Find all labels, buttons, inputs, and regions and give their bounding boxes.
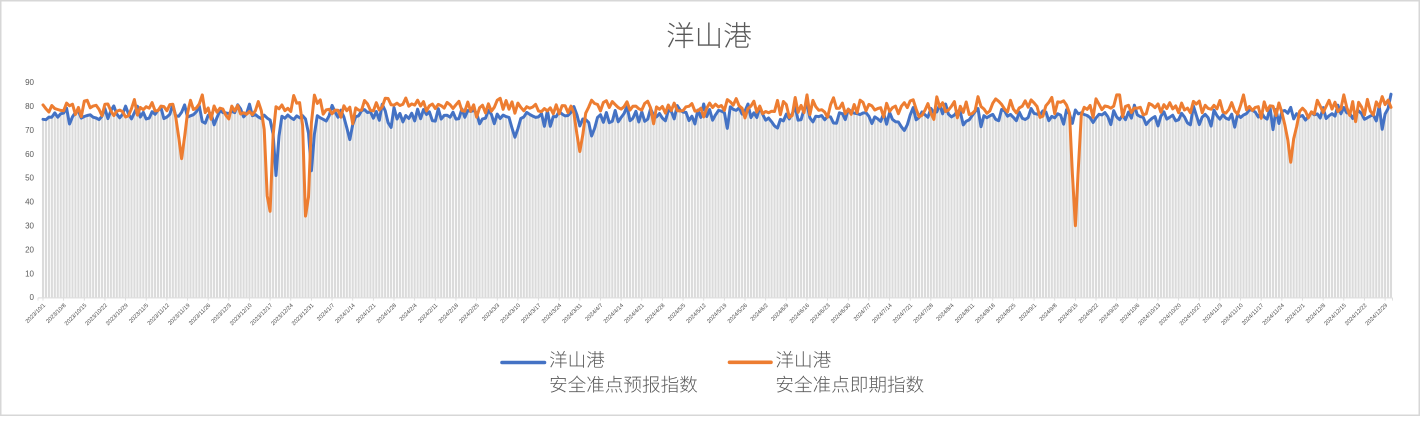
svg-text:0: 0 — [30, 293, 35, 302]
svg-text:10: 10 — [25, 269, 34, 278]
svg-text:70: 70 — [25, 126, 34, 135]
svg-text:60: 60 — [25, 150, 34, 159]
svg-text:50: 50 — [25, 174, 34, 183]
svg-text:90: 90 — [25, 78, 34, 87]
svg-text:30: 30 — [25, 222, 34, 231]
svg-text:80: 80 — [25, 102, 34, 111]
svg-text:20: 20 — [25, 245, 34, 254]
svg-text:40: 40 — [25, 198, 34, 207]
